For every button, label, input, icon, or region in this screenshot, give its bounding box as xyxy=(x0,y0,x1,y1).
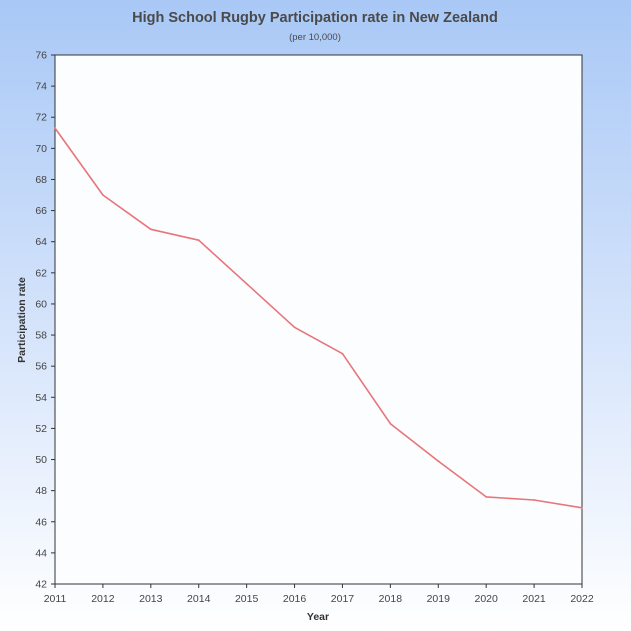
y-tick-label: 48 xyxy=(35,485,47,497)
y-tick-label: 74 xyxy=(35,81,47,93)
data-point xyxy=(245,282,248,285)
x-tick-label: 2020 xyxy=(475,593,499,605)
data-point xyxy=(485,495,488,498)
data-point xyxy=(341,352,344,355)
y-tick-label: 44 xyxy=(35,547,47,559)
y-tick-label: 46 xyxy=(35,516,47,528)
series-group xyxy=(54,127,583,509)
x-axis-ticks: 2011 2012 2013 2014 2015 2016 2017 2018 2019 2020… xyxy=(44,584,594,605)
y-tick-label: 60 xyxy=(35,298,47,310)
y-tick-label: 56 xyxy=(35,361,47,373)
y-tick-label: 52 xyxy=(35,423,47,435)
y-tick-label: 64 xyxy=(35,236,47,248)
chart-subtitle: (per 10,000) xyxy=(289,32,341,43)
plot-area xyxy=(54,54,583,585)
data-point xyxy=(149,228,152,231)
data-point xyxy=(389,422,392,425)
y-tick-label: 68 xyxy=(35,174,47,186)
y-tick-label: 72 xyxy=(35,112,47,124)
y-tick-label: 58 xyxy=(35,330,47,342)
y-tick-label: 70 xyxy=(35,143,47,155)
y-tick-label: 54 xyxy=(35,392,47,404)
chart-title: High School Rugby Participation rate in … xyxy=(132,10,498,26)
x-tick-label: 2015 xyxy=(235,593,259,605)
x-tick-label: 2017 xyxy=(331,593,355,605)
data-point xyxy=(581,506,583,509)
data-point xyxy=(54,127,56,130)
data-point xyxy=(197,239,200,242)
data-point xyxy=(437,460,440,462)
x-tick-label: 2014 xyxy=(187,593,211,605)
x-tick-label: 2013 xyxy=(139,593,163,605)
data-point xyxy=(102,194,104,196)
y-tick-label: 42 xyxy=(35,579,47,591)
x-tick-label: 2018 xyxy=(379,593,403,605)
series-line xyxy=(54,127,583,509)
data-point xyxy=(533,499,535,501)
y-tick-label: 66 xyxy=(35,205,47,217)
x-tick-label: 2012 xyxy=(91,593,115,605)
y-tick-label: 50 xyxy=(35,454,47,466)
y-axis-title: Participation rate xyxy=(16,277,28,363)
x-tick-label: 2019 xyxy=(427,593,451,605)
x-axis-title: Year xyxy=(307,611,329,623)
y-axis-ticks: 42 44 46 48 50 52 54 56 58 60 62 64 66 68 70 72 74 76 xyxy=(35,50,55,591)
x-tick-label: 2016 xyxy=(283,593,307,605)
y-tick-label: 62 xyxy=(35,267,47,279)
x-tick-label: 2022 xyxy=(570,593,594,605)
x-tick-label: 2021 xyxy=(522,593,546,605)
x-tick-label: 2011 xyxy=(44,593,67,605)
data-point xyxy=(293,326,296,329)
y-tick-label: 76 xyxy=(35,50,47,62)
